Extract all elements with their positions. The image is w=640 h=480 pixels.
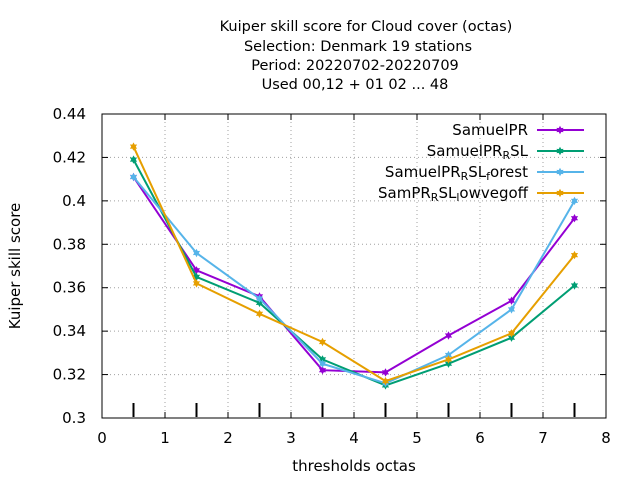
y-axis-ticks: 0.3 0.32 0.34 0.36 0.38 0.4 0.42 0.44 [53,105,606,427]
data-point [444,359,453,368]
chart-title: Kuiper skill score for Cloud cover (octa… [220,19,513,93]
data-point [444,355,453,364]
legend: SamuelPR SamuelPRRSLSamuelPRRSLforestSamP… [378,121,584,204]
x-tick-label: 0 [97,429,107,447]
data-point [318,355,327,364]
data-point [507,333,516,342]
data-point [255,294,264,303]
x-axis-label: thresholds octas [292,457,416,475]
series-line [132,159,576,387]
data-point [381,368,390,377]
x-tick-label: 6 [475,429,485,447]
series-line [132,146,576,383]
series-line [132,176,576,385]
data-point [570,196,579,206]
title-line-3: Period: 20220702-20220709 [251,58,459,74]
data-point [192,272,201,282]
legend-marker [556,167,564,177]
x-tick-label: 5 [412,429,422,447]
title-line-1: Kuiper skill score for Cloud cover (octa… [220,19,513,35]
y-axis-label: Kuiper skill score [6,203,24,330]
legend-label: SamuelPR [452,121,528,139]
data-point [507,296,516,305]
data-point [192,248,201,258]
plot-frame [101,113,607,419]
data-point [318,359,327,368]
data-point [318,337,327,347]
data-point [255,298,264,308]
data-point [507,305,516,314]
title-line-2: Selection: Denmark 19 stations [244,39,472,55]
y-tick-label: 0.32 [53,366,86,384]
data-point [192,279,201,288]
x-tick-label: 3 [286,429,296,447]
data-point [570,214,579,223]
x-tick-label: 4 [349,429,359,447]
legend-marker [556,125,564,135]
y-tick-label: 0.38 [53,235,86,253]
plot-series [129,142,579,390]
data-point [507,329,516,338]
data-point [570,250,579,260]
data-point [129,142,138,151]
y-tick-label: 0.36 [53,279,86,297]
data-point [444,331,453,340]
series-line [132,176,576,374]
data-point [318,366,327,375]
y-tick-label: 0.3 [62,409,86,427]
legend-label: SamuelPRRSLforest [385,163,528,183]
x-tick-label: 8 [601,429,611,447]
data-point [129,172,138,182]
x-axis-ticks: 0 1 2 3 4 5 6 7 8 [97,114,611,447]
data-point [129,155,138,164]
y-tick-label: 0.4 [62,192,86,210]
data-point [444,350,453,360]
legend-label: SamuelPRRSL [427,142,529,162]
y-tick-label: 0.44 [53,105,86,123]
y-tick-label: 0.42 [53,148,86,166]
legend-label: SamPRRSLlowvegoff [378,184,529,204]
x-tick-label: 7 [538,429,548,447]
data-point [570,281,579,290]
title-line-4: Used 00,12 + 01 02 ... 48 [262,77,449,93]
data-point [192,266,201,275]
x-tick-label: 2 [223,429,233,447]
data-point [381,376,390,386]
legend-marker [556,188,564,198]
y-tick-label: 0.34 [53,322,86,340]
legend-marker [556,146,564,156]
data-point [255,309,264,318]
x-tick-label: 1 [160,429,170,447]
